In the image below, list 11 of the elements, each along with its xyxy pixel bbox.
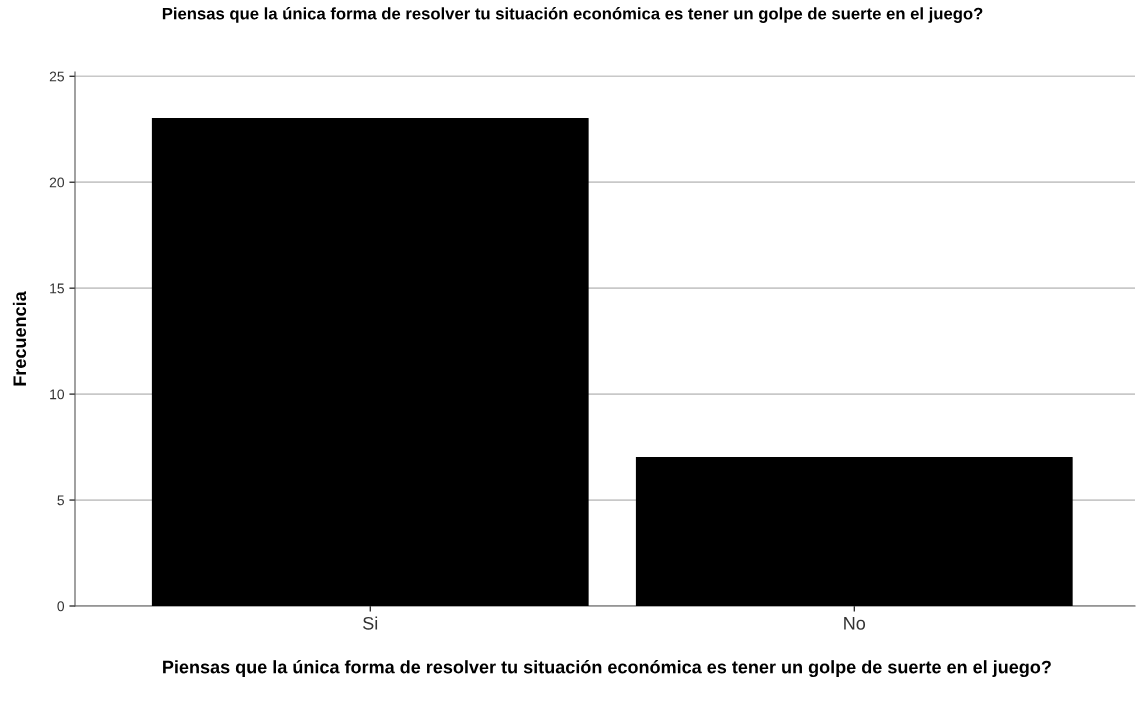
x-tick-label: No xyxy=(844,617,866,630)
x-tick-label: Si xyxy=(363,616,378,630)
y-tick-label: 25 xyxy=(49,71,64,82)
y-tick-label: 20 xyxy=(49,177,65,188)
y-tick-label: 0 xyxy=(57,601,65,612)
y-tick-label: 5 xyxy=(57,495,64,506)
y-axis-title: Frecuencia xyxy=(12,291,27,386)
x-axis-title: Piensas que la única forma de resolver tu situación económica es tener un golpe de suerte en el juego? xyxy=(163,660,1051,678)
y-tick-label: 15 xyxy=(50,283,64,294)
chart-title: Piensas que la única forma de resolver tu situación económica es tener un golpe de suerte en el juego? xyxy=(162,7,983,23)
y-tick-label: 10 xyxy=(50,389,65,400)
